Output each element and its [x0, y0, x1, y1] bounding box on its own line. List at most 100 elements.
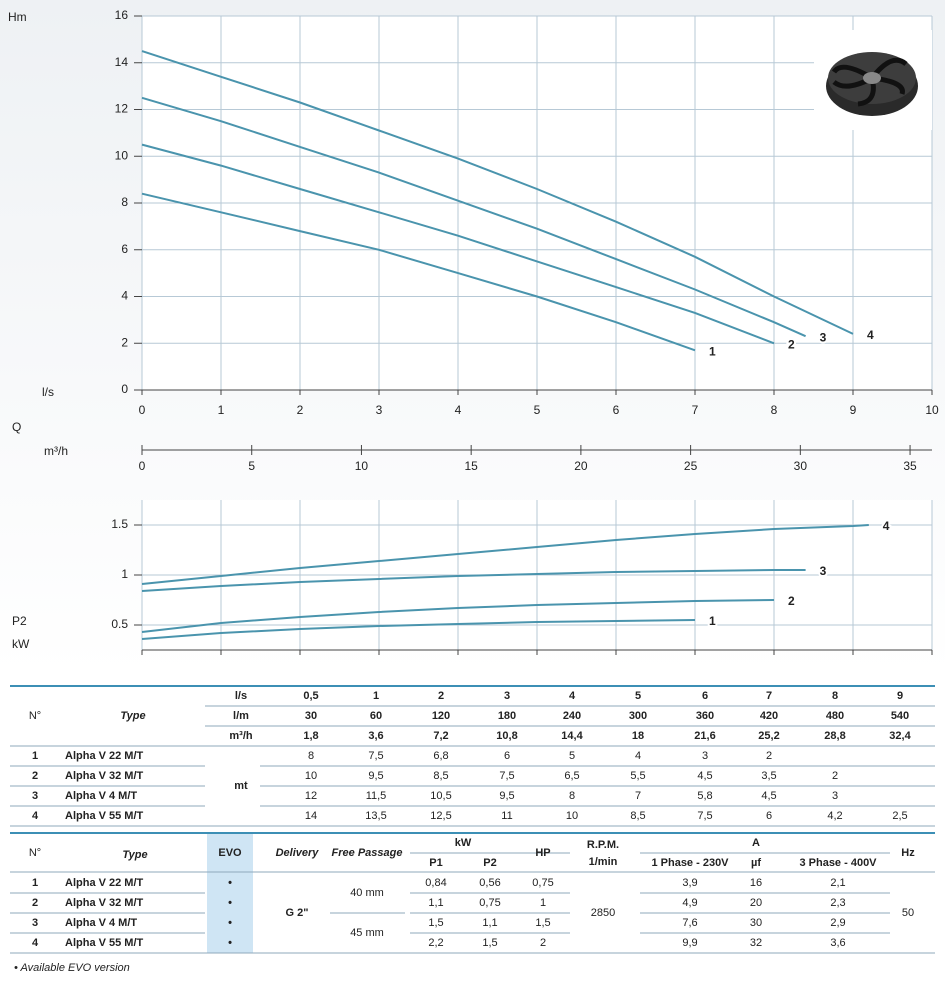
x-tick-label: 3	[376, 403, 383, 417]
header: HP	[535, 847, 550, 859]
cell: Alpha V 4 M/T	[65, 917, 137, 929]
axis-label: P2	[12, 614, 27, 628]
cell: 11,5	[366, 790, 387, 802]
cell: 1,1	[482, 917, 497, 929]
cell: 10	[566, 810, 578, 822]
cell: 4,9	[682, 897, 697, 909]
cell: 3	[702, 750, 708, 762]
cell: G 2"	[286, 907, 309, 919]
cell: 50	[902, 907, 914, 919]
x2-tick-label: 25	[684, 459, 698, 473]
header: Delivery	[276, 847, 320, 859]
curve	[141, 619, 696, 640]
flow-cell: 7,2	[433, 730, 448, 742]
cell: 2,9	[830, 917, 845, 929]
impeller-hub	[863, 72, 881, 84]
y-tick-label: 0.5	[111, 617, 128, 631]
curve-label: 3	[820, 330, 827, 344]
cell: 12,5	[430, 810, 451, 822]
header: N°	[29, 847, 41, 859]
cell: 1,5	[535, 917, 550, 929]
curve	[141, 50, 854, 335]
cell: 2,1	[830, 877, 845, 889]
header: kW	[455, 837, 472, 849]
flow-cell: 3	[504, 690, 510, 702]
x-tick-label: 7	[692, 403, 699, 417]
cell: 1	[32, 750, 38, 762]
cell: Alpha V 4 M/T	[65, 790, 137, 802]
cell: Alpha V 32 M/T	[65, 897, 144, 909]
curve	[141, 192, 696, 352]
flow-cell: 18	[632, 730, 644, 742]
cell: 7,6	[682, 917, 697, 929]
axis-label: l/s	[42, 385, 54, 399]
header: P1	[429, 857, 442, 869]
flow-cell: 25,2	[758, 730, 779, 742]
cell: 6	[766, 810, 772, 822]
cell: Alpha V 55 M/T	[65, 937, 144, 949]
x-tick-label: 10	[925, 403, 939, 417]
cell: 8	[308, 750, 314, 762]
y-tick-label: 0	[121, 382, 128, 396]
cell: 0,84	[425, 877, 446, 889]
unit: mt	[234, 780, 248, 792]
cell: 3,9	[682, 877, 697, 889]
cell: 10	[305, 770, 317, 782]
header: µf	[751, 857, 761, 869]
cell: 20	[750, 897, 762, 909]
evo-column-bg	[207, 833, 253, 953]
cell: 30	[750, 917, 762, 929]
y-tick-label: 10	[115, 148, 129, 162]
curve	[141, 569, 806, 592]
flow-cell: 30	[305, 710, 317, 722]
flow-cell: 5	[635, 690, 641, 702]
curve-label: 4	[867, 328, 874, 342]
flow-cell: 3,6	[368, 730, 383, 742]
header: EVO	[218, 847, 242, 859]
cell: 9,5	[499, 790, 514, 802]
curve-label: 4	[883, 519, 890, 533]
curve	[141, 96, 807, 338]
flow-cell: 1,8	[303, 730, 318, 742]
header: N°	[29, 710, 41, 722]
curve-label: 2	[788, 594, 795, 608]
curve-label: 3	[820, 564, 827, 578]
cell: 3	[32, 790, 38, 802]
x-tick-label: 5	[534, 403, 541, 417]
curve-label: 1	[709, 614, 716, 628]
cell: 14	[305, 810, 317, 822]
cell: 7,5	[499, 770, 514, 782]
y-tick-label: 12	[115, 102, 129, 116]
flow-cell: 540	[891, 710, 909, 722]
x-tick-label: 0	[139, 403, 146, 417]
x-tick-label: 9	[850, 403, 857, 417]
cell: 6	[504, 750, 510, 762]
flow-cell: 1	[373, 690, 379, 702]
cell: 16	[750, 877, 762, 889]
cell: 7,5	[697, 810, 712, 822]
y-tick-label: 1	[121, 567, 128, 581]
cell: 8,5	[433, 770, 448, 782]
curve	[141, 143, 775, 345]
flow-cell: 360	[696, 710, 714, 722]
cell: 7	[635, 790, 641, 802]
curve-label: 1	[709, 344, 716, 358]
flow-cell: 120	[432, 710, 450, 722]
flow-cell: 60	[370, 710, 382, 722]
cell: 2	[832, 770, 838, 782]
cell: •	[228, 917, 232, 929]
cell: 6,8	[433, 750, 448, 762]
flow-cell: 420	[760, 710, 778, 722]
cell: 13,5	[365, 810, 386, 822]
cell: 12	[305, 790, 317, 802]
cell: 8,5	[630, 810, 645, 822]
cell: 2	[766, 750, 772, 762]
flow-cell: 4	[569, 690, 576, 702]
flow-cell: 2	[438, 690, 444, 702]
cell: 4,5	[761, 790, 776, 802]
footnote: • Available EVO version	[14, 962, 130, 974]
cell: 40 mm	[350, 887, 384, 899]
flow-cell: 240	[563, 710, 581, 722]
